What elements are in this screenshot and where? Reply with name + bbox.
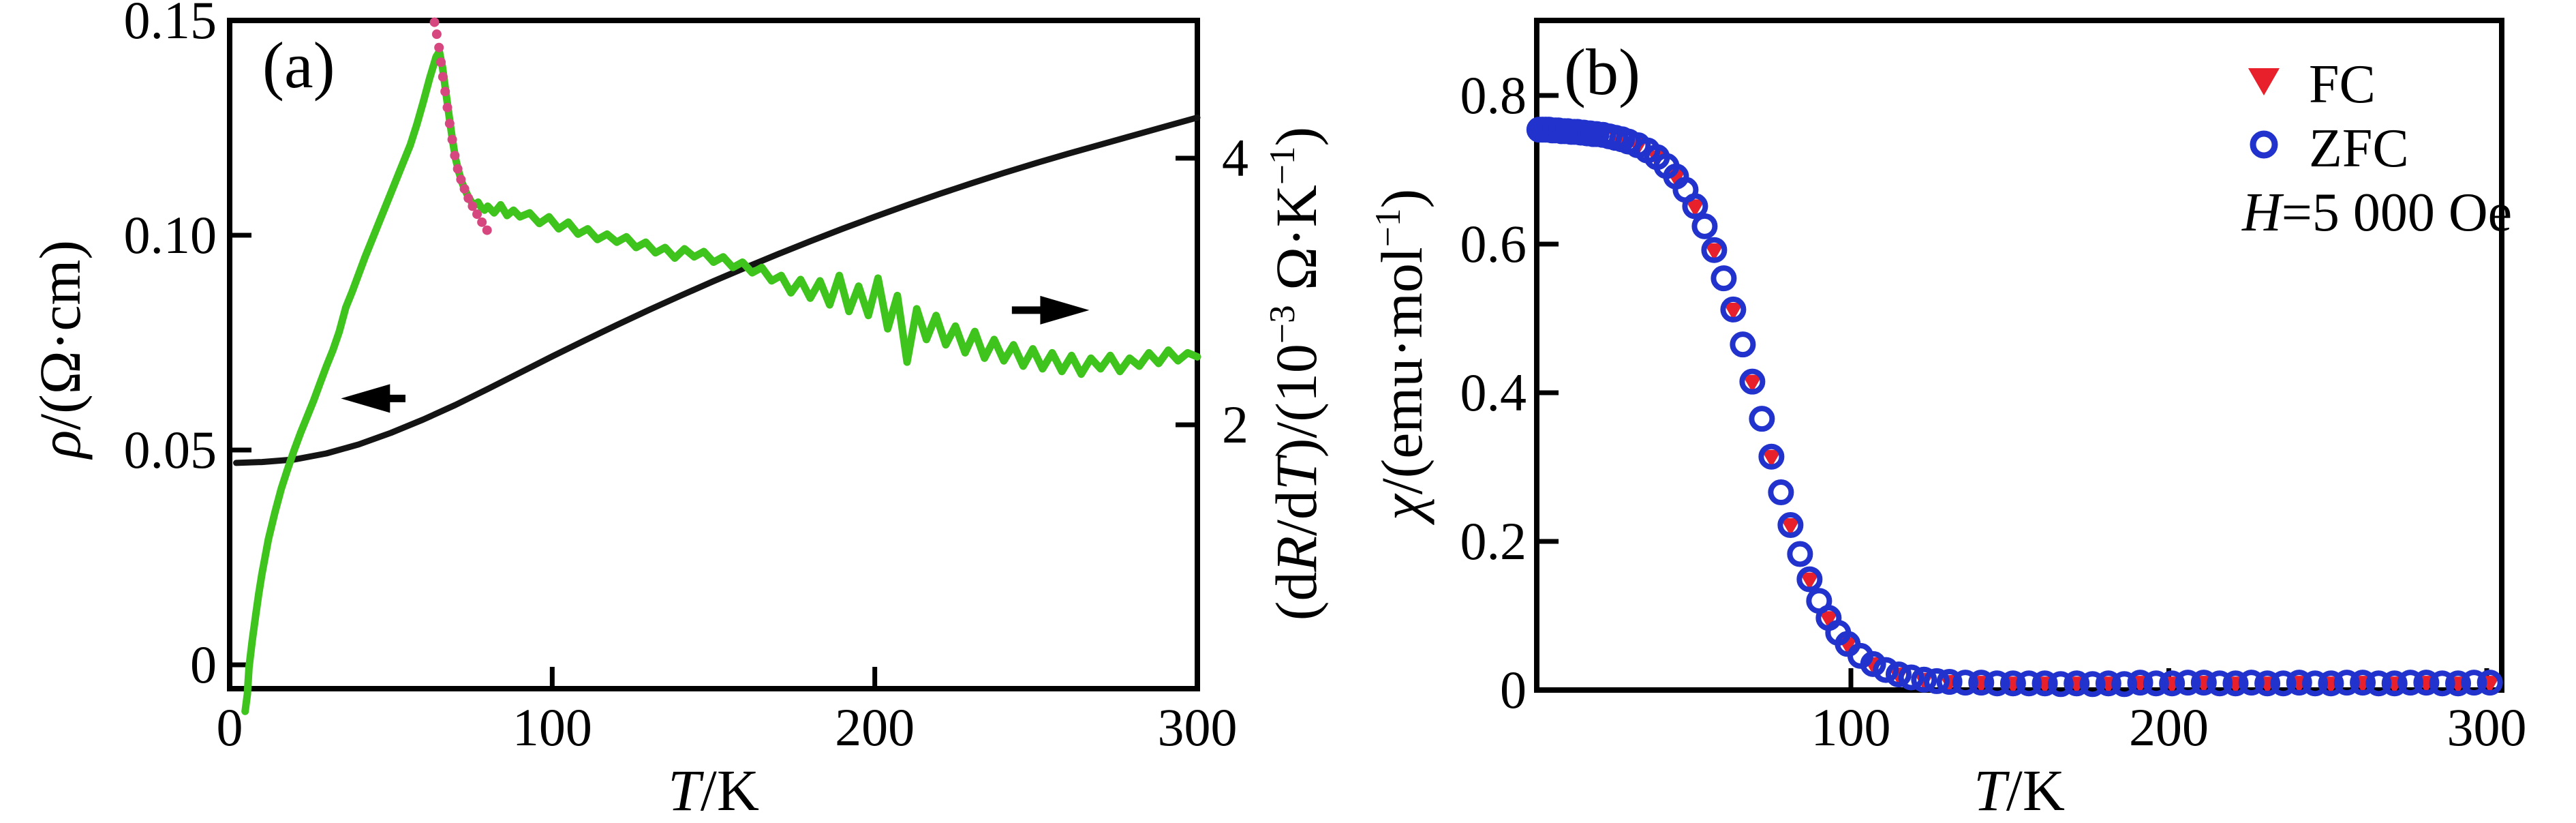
panel-b-y-tick-label: 0 [1500, 660, 1527, 719]
left-arrow [341, 384, 405, 413]
legend-label-fc: FC [2309, 55, 2376, 115]
series-dRdT [241, 48, 1201, 715]
panel-a-label: (a) [262, 29, 335, 102]
series-transition-fit-dotted [429, 17, 492, 235]
panel-a-left-tick-label: 0.05 [123, 420, 217, 479]
panel-b-x-axis-title: T/K [1974, 758, 2065, 823]
panel-a-right-tick-label: 4 [1222, 128, 1248, 188]
panel-a-left-tick-label: 0.15 [123, 0, 217, 50]
series-resistivity [233, 114, 1201, 466]
legend-fc-marker [2248, 68, 2280, 95]
panel-a-right-axis-title: (dR/dT)/(10−3 Ω·K−1) [1261, 126, 1329, 621]
panel-a-plot [227, 17, 1201, 715]
legend-field-h: H=5 000 Oe [2242, 183, 2513, 243]
right-arrow [1011, 295, 1090, 325]
panel-b-x-tick-label: 300 [2447, 698, 2527, 757]
panel-a-left-tick-label: 0 [190, 635, 217, 694]
panel-b-y-tick-label: 0.8 [1460, 65, 1527, 125]
panel-b-plot [1526, 18, 2504, 698]
legend-zfc-marker [2250, 130, 2278, 159]
panel-a-left-tick-label: 0.10 [123, 205, 217, 265]
panel-b-label: (b) [1564, 35, 1640, 108]
panel-a-x-tick-label: 200 [835, 698, 915, 757]
legend-label-zfc: ZFC [2309, 119, 2409, 179]
panel-b-y-tick-label: 0.2 [1460, 511, 1527, 571]
panel-b-x-tick-label: 200 [2129, 698, 2209, 757]
series-zfc [1526, 117, 2503, 698]
panel-a-right-tick-label: 2 [1222, 395, 1248, 454]
panel-b-y-tick-label: 0.6 [1460, 214, 1527, 273]
panel-a-x-axis-title: T/K [668, 758, 759, 823]
panel-b-y-tick-label: 0.4 [1460, 363, 1527, 422]
panel-a-x-tick-label: 0 [216, 698, 243, 757]
legend [2248, 68, 2280, 159]
panel-b-x-tick-label: 100 [1811, 698, 1891, 757]
panel-a-x-tick-label: 100 [512, 698, 592, 757]
panel-a-x-tick-label: 300 [1157, 698, 1238, 757]
